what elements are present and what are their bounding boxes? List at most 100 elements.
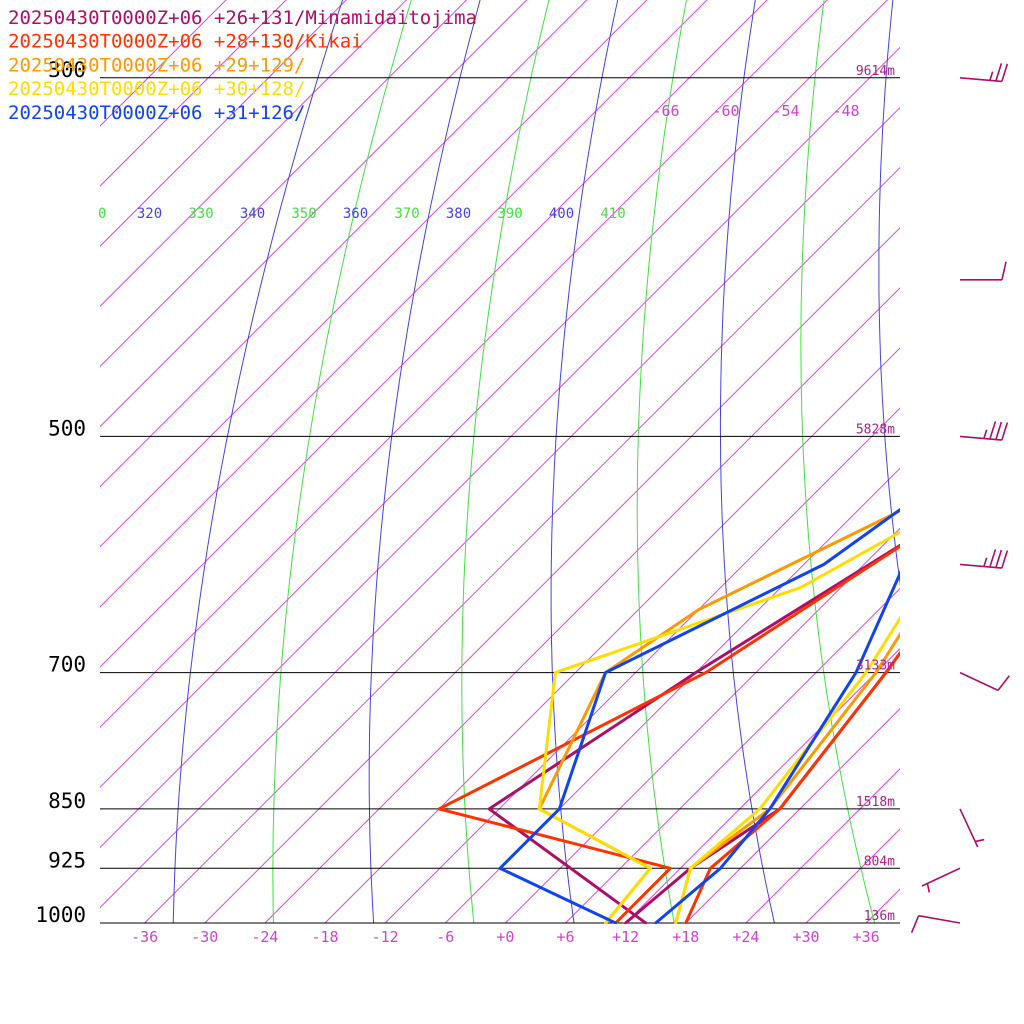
- isotherm-label: -60: [712, 102, 739, 120]
- wind-barb-feather: [1001, 261, 1007, 280]
- isotherm-line: [565, 587, 900, 924]
- height-label: 9614m: [856, 64, 895, 79]
- dewpoint-profile: [537, 530, 900, 924]
- dry-adiabat-line: [636, 0, 688, 924]
- wind-barb-shaft: [959, 808, 979, 848]
- wind-barb-feather: [995, 421, 1003, 440]
- dry-adiabat-line: [172, 0, 344, 924]
- wind-barb-feather: [989, 421, 997, 440]
- wind-barbs: [910, 63, 1010, 934]
- dewpoint-profile: [537, 509, 900, 924]
- wind-barb-shaft: [959, 77, 1002, 83]
- temperature-tick-label: -12: [372, 928, 399, 946]
- isotherm-line: [324, 347, 900, 924]
- wind-barb-feather: [1001, 422, 1009, 441]
- dry-adiabat-line: [272, 0, 412, 923]
- legend-entry: 20250430T0000Z+06 +29+129/: [8, 54, 305, 76]
- dry-adiabat-line: [800, 0, 876, 924]
- height-label: 5828m: [856, 422, 895, 437]
- isotherm-line: [805, 828, 900, 924]
- isotherm-line: [204, 227, 900, 924]
- wind-barb-shaft: [921, 867, 961, 887]
- wind-barb: [910, 914, 961, 934]
- temperature-tick-label: +6: [556, 928, 574, 946]
- temperature-tick-label: +12: [612, 928, 639, 946]
- legend-entry: 20250430T0000Z+06 +26+131/Minamidaitojim…: [8, 7, 477, 29]
- temperature-profile: [654, 569, 900, 924]
- isotherm-line: [100, 0, 588, 488]
- temperature-tick-label: -6: [436, 928, 454, 946]
- legend: 20250430T0000Z+06 +26+131/Minamidaitojim…: [8, 7, 477, 124]
- isotherm-line: [100, 0, 408, 308]
- wind-barb-feather: [995, 549, 1003, 568]
- pressure-label: 925: [48, 848, 86, 872]
- isotherm-line: [444, 467, 900, 924]
- isotherm-line: [100, 0, 648, 548]
- sounding-profiles: [437, 507, 900, 924]
- dewpoint-profile: [437, 544, 900, 924]
- wind-barb-half-feather: [983, 557, 988, 567]
- isotherm-line: [100, 0, 889, 789]
- wind-barb-shaft: [959, 563, 1002, 569]
- isotherm-line: [100, 0, 347, 247]
- pressure-label: 850: [48, 789, 86, 813]
- theta-label: 350: [291, 206, 316, 222]
- dry-adiabat-line: [878, 0, 900, 587]
- wind-barb: [959, 549, 1009, 569]
- isotherm-line: [264, 287, 900, 924]
- wind-barb-shaft: [959, 671, 999, 692]
- pressure-axis: [100, 77, 900, 924]
- dry-adiabat-line: [954, 0, 1024, 923]
- temperature-profile: [674, 631, 900, 924]
- height-label: 136m: [864, 909, 895, 924]
- background-guide-lines: [100, 0, 1024, 924]
- theta-label: 380: [446, 206, 471, 222]
- isotherm-line: [100, 106, 900, 909]
- height-label: 1518m: [856, 795, 895, 810]
- theta-label: 410: [600, 206, 625, 222]
- theta-label: 390: [497, 206, 522, 222]
- theta-label: 0: [98, 206, 106, 222]
- wind-barb-half-feather: [975, 838, 985, 843]
- temperature-tick-label: -18: [311, 928, 338, 946]
- wind-barb-shaft: [918, 914, 961, 924]
- isotherm-label: -48: [832, 102, 859, 120]
- isotherm-line: [100, 0, 468, 368]
- wind-barb-feather: [1001, 63, 1009, 82]
- isotherm-line: [384, 407, 900, 924]
- pressure-label: 1000: [35, 903, 86, 927]
- isotherm-line: [505, 527, 900, 924]
- isotherm-line: [100, 0, 227, 127]
- wind-barb: [959, 421, 1009, 441]
- pressure-label: 300: [48, 58, 86, 82]
- temperature-tick-label: +24: [732, 928, 759, 946]
- dry-adiabat-line: [719, 0, 775, 924]
- isotherm-label: -66: [652, 102, 679, 120]
- theta-label: 370: [394, 206, 419, 222]
- temperature-profile: [674, 615, 900, 924]
- temperature-tick-label: +36: [853, 928, 880, 946]
- wind-barb: [960, 261, 1007, 281]
- temperature-tick-label: -30: [191, 928, 218, 946]
- temperature-tick-label: +18: [672, 928, 699, 946]
- wind-barb-feather: [997, 675, 1010, 691]
- dewpoint-profile: [498, 507, 900, 924]
- dry-adiabat-line: [461, 0, 550, 924]
- pressure-label: 500: [48, 416, 86, 440]
- height-label: 804m: [864, 854, 895, 869]
- isotherm-line: [100, 0, 287, 187]
- theta-label: 320: [137, 206, 162, 222]
- isotherm-line: [100, 46, 900, 849]
- isotherm-line: [100, 0, 528, 428]
- theta-label: 340: [240, 206, 265, 222]
- temperature-tick-label: +0: [496, 928, 514, 946]
- wind-barb: [959, 63, 1009, 83]
- isotherm-line: [100, 0, 768, 668]
- temperature-tick-label: -36: [131, 928, 158, 946]
- wind-barb-feather: [989, 549, 997, 568]
- theta-label: 330: [188, 206, 213, 222]
- isotherm-line: [100, 0, 828, 728]
- pressure-label: 700: [48, 653, 86, 677]
- isotherm-label: -54: [772, 102, 799, 120]
